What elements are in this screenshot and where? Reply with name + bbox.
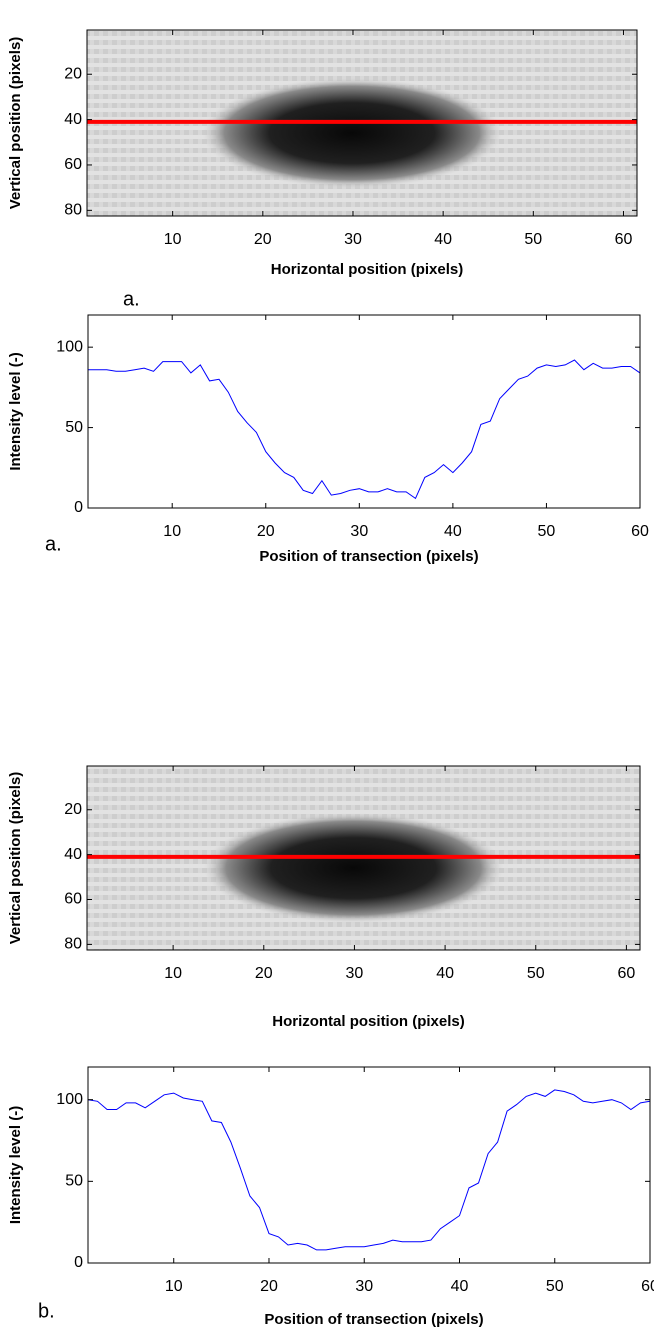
image-blob <box>203 813 504 923</box>
x-tick-label: 20 <box>255 965 273 982</box>
y-tick-label: 100 <box>56 1091 83 1108</box>
y-tick-label: 80 <box>64 936 82 953</box>
x-tick-label: 50 <box>546 1278 564 1295</box>
x-tick-label: 20 <box>260 1278 278 1295</box>
y-tick-label: 20 <box>64 801 82 818</box>
x-tick-label: 30 <box>355 1278 373 1295</box>
x-axis-label: Position of transection (pixels) <box>259 548 478 565</box>
panel-label: b. <box>38 1300 55 1322</box>
x-tick-label: 10 <box>163 523 181 540</box>
x-tick-label: 10 <box>164 965 182 982</box>
x-tick-label: 20 <box>254 231 272 248</box>
x-tick-label: 50 <box>538 523 556 540</box>
x-tick-label: 40 <box>436 965 454 982</box>
x-tick-label: 30 <box>350 523 368 540</box>
x-tick-label: 40 <box>444 523 462 540</box>
y-tick-label: 50 <box>65 1173 83 1190</box>
x-tick-label: 60 <box>615 231 633 248</box>
y-axis-label: Vertical position (pixels) <box>7 37 24 210</box>
y-tick-label: 0 <box>74 1254 83 1271</box>
plot-frame <box>86 29 638 217</box>
plot-frame <box>87 1066 651 1264</box>
plot-frame <box>87 314 641 509</box>
plot-frame <box>86 765 641 951</box>
y-axis-label: Vertical position (pixels) <box>7 772 24 945</box>
x-axis-label: Horizontal position (pixels) <box>271 261 464 278</box>
x-tick-label: 50 <box>524 231 542 248</box>
y-tick-label: 60 <box>64 156 82 173</box>
y-tick-label: 20 <box>64 65 82 82</box>
y-tick-label: 50 <box>65 419 83 436</box>
x-tick-label: 40 <box>434 231 452 248</box>
x-tick-label: 60 <box>631 523 649 540</box>
y-tick-label: 40 <box>64 846 82 863</box>
x-tick-label: 60 <box>618 965 636 982</box>
panel-label: a. <box>45 533 62 555</box>
x-tick-label: 40 <box>451 1278 469 1295</box>
data-line <box>88 359 641 500</box>
x-axis-label: Horizontal position (pixels) <box>272 1013 465 1030</box>
x-tick-label: 50 <box>527 965 545 982</box>
y-tick-label: 0 <box>74 499 83 516</box>
x-tick-label: 30 <box>344 231 362 248</box>
x-tick-label: 20 <box>257 523 275 540</box>
x-tick-label: 60 <box>641 1278 654 1295</box>
y-axis-label: Intensity level (-) <box>7 352 24 470</box>
image-blob <box>202 78 502 188</box>
y-tick-label: 60 <box>64 891 82 908</box>
x-axis-label: Position of transection (pixels) <box>264 1311 483 1328</box>
y-tick-label: 100 <box>56 338 83 355</box>
y-axis-label: Intensity level (-) <box>7 1106 24 1224</box>
panel-label: a. <box>123 288 140 310</box>
y-tick-label: 40 <box>64 111 82 128</box>
y-tick-label: 80 <box>64 202 82 219</box>
x-tick-label: 10 <box>164 231 182 248</box>
x-tick-label: 10 <box>165 1278 183 1295</box>
x-tick-label: 30 <box>346 965 364 982</box>
data-line <box>87 1089 651 1251</box>
